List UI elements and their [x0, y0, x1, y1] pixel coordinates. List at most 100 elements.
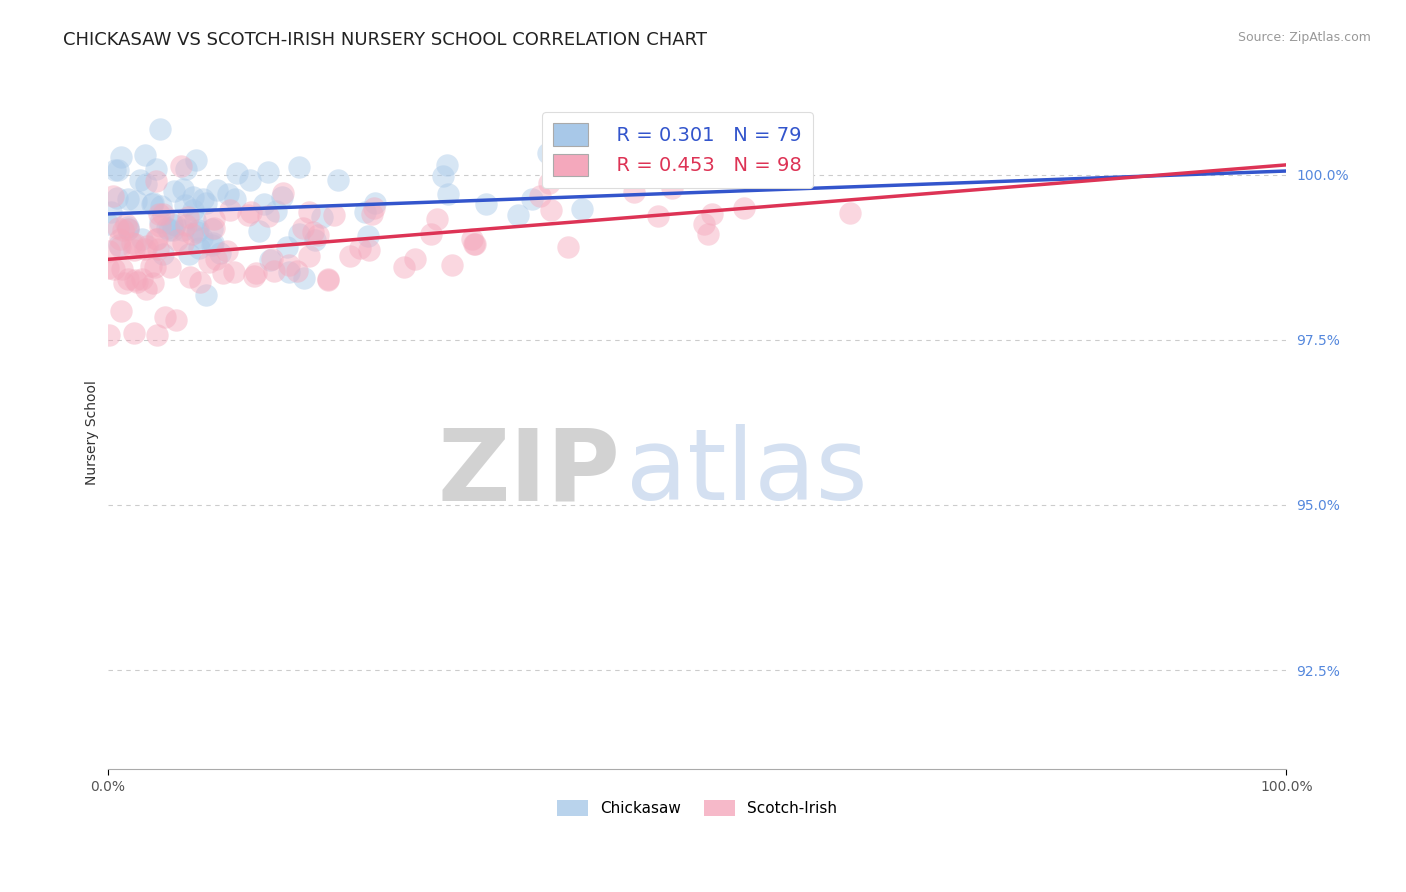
Point	[125, 194, 148, 208]
Point	[134, 148, 156, 162]
Point	[301, 225, 323, 239]
Point	[117, 192, 139, 206]
Point	[253, 196, 276, 211]
Point	[181, 190, 204, 204]
Point	[117, 272, 139, 286]
Point	[240, 204, 263, 219]
Point	[170, 159, 193, 173]
Point	[181, 227, 204, 241]
Point	[184, 153, 207, 167]
Point	[212, 267, 235, 281]
Point	[209, 246, 232, 260]
Point	[697, 227, 720, 241]
Point	[107, 162, 129, 177]
Point	[186, 226, 208, 240]
Point	[661, 180, 683, 194]
Point	[122, 326, 145, 341]
Point	[117, 222, 139, 236]
Point	[179, 269, 201, 284]
Point	[623, 185, 645, 199]
Point	[103, 188, 125, 202]
Point	[191, 192, 214, 206]
Point	[108, 232, 131, 246]
Point	[432, 169, 454, 183]
Point	[177, 211, 200, 225]
Point	[273, 186, 295, 200]
Point	[392, 260, 415, 275]
Point	[131, 271, 153, 285]
Point	[122, 244, 145, 258]
Point	[110, 262, 132, 277]
Point	[264, 204, 287, 219]
Point	[278, 265, 301, 279]
Point	[145, 162, 167, 177]
Point	[181, 203, 204, 218]
Point	[529, 189, 551, 203]
Text: atlas: atlas	[626, 425, 868, 521]
Point	[143, 260, 166, 275]
Point	[702, 207, 724, 221]
Point	[838, 206, 860, 220]
Point	[276, 240, 298, 254]
Point	[404, 252, 426, 267]
Point	[174, 218, 197, 232]
Point	[149, 219, 172, 233]
Point	[311, 210, 333, 224]
Point	[110, 304, 132, 318]
Point	[357, 229, 380, 244]
Point	[111, 223, 134, 237]
Point	[152, 207, 174, 221]
Point	[201, 222, 224, 236]
Point	[464, 236, 486, 251]
Point	[349, 241, 371, 255]
Point	[162, 184, 184, 198]
Point	[354, 205, 377, 219]
Point	[172, 181, 194, 195]
Point	[172, 223, 194, 237]
Point	[134, 243, 156, 257]
Point	[117, 220, 139, 235]
Point	[98, 328, 121, 343]
Point	[201, 236, 224, 251]
Point	[152, 247, 174, 261]
Point	[172, 235, 194, 250]
Point	[112, 277, 135, 291]
Point	[165, 313, 187, 327]
Point	[145, 173, 167, 187]
Point	[146, 232, 169, 246]
Text: Source: ZipAtlas.com: Source: ZipAtlas.com	[1237, 31, 1371, 45]
Point	[363, 195, 385, 210]
Point	[245, 267, 267, 281]
Point	[436, 187, 458, 202]
Point	[288, 160, 311, 174]
Point	[149, 215, 172, 229]
Point	[540, 202, 562, 217]
Point	[360, 207, 382, 221]
Point	[637, 145, 659, 160]
Point	[298, 249, 321, 263]
Point	[135, 178, 157, 192]
Point	[103, 261, 125, 276]
Point	[139, 259, 162, 273]
Point	[205, 252, 228, 266]
Point	[285, 264, 308, 278]
Point	[506, 208, 529, 222]
Point	[271, 189, 294, 203]
Point	[165, 218, 187, 232]
Text: ZIP: ZIP	[437, 425, 620, 521]
Point	[461, 232, 484, 246]
Point	[316, 272, 339, 286]
Point	[463, 236, 485, 251]
Point	[187, 223, 209, 237]
Point	[298, 204, 321, 219]
Point	[108, 237, 131, 252]
Point	[195, 288, 218, 302]
Point	[557, 239, 579, 253]
Point	[159, 260, 181, 274]
Point	[316, 272, 339, 286]
Point	[110, 150, 132, 164]
Point	[292, 221, 315, 235]
Point	[188, 241, 211, 255]
Point	[307, 227, 329, 242]
Point	[217, 186, 239, 201]
